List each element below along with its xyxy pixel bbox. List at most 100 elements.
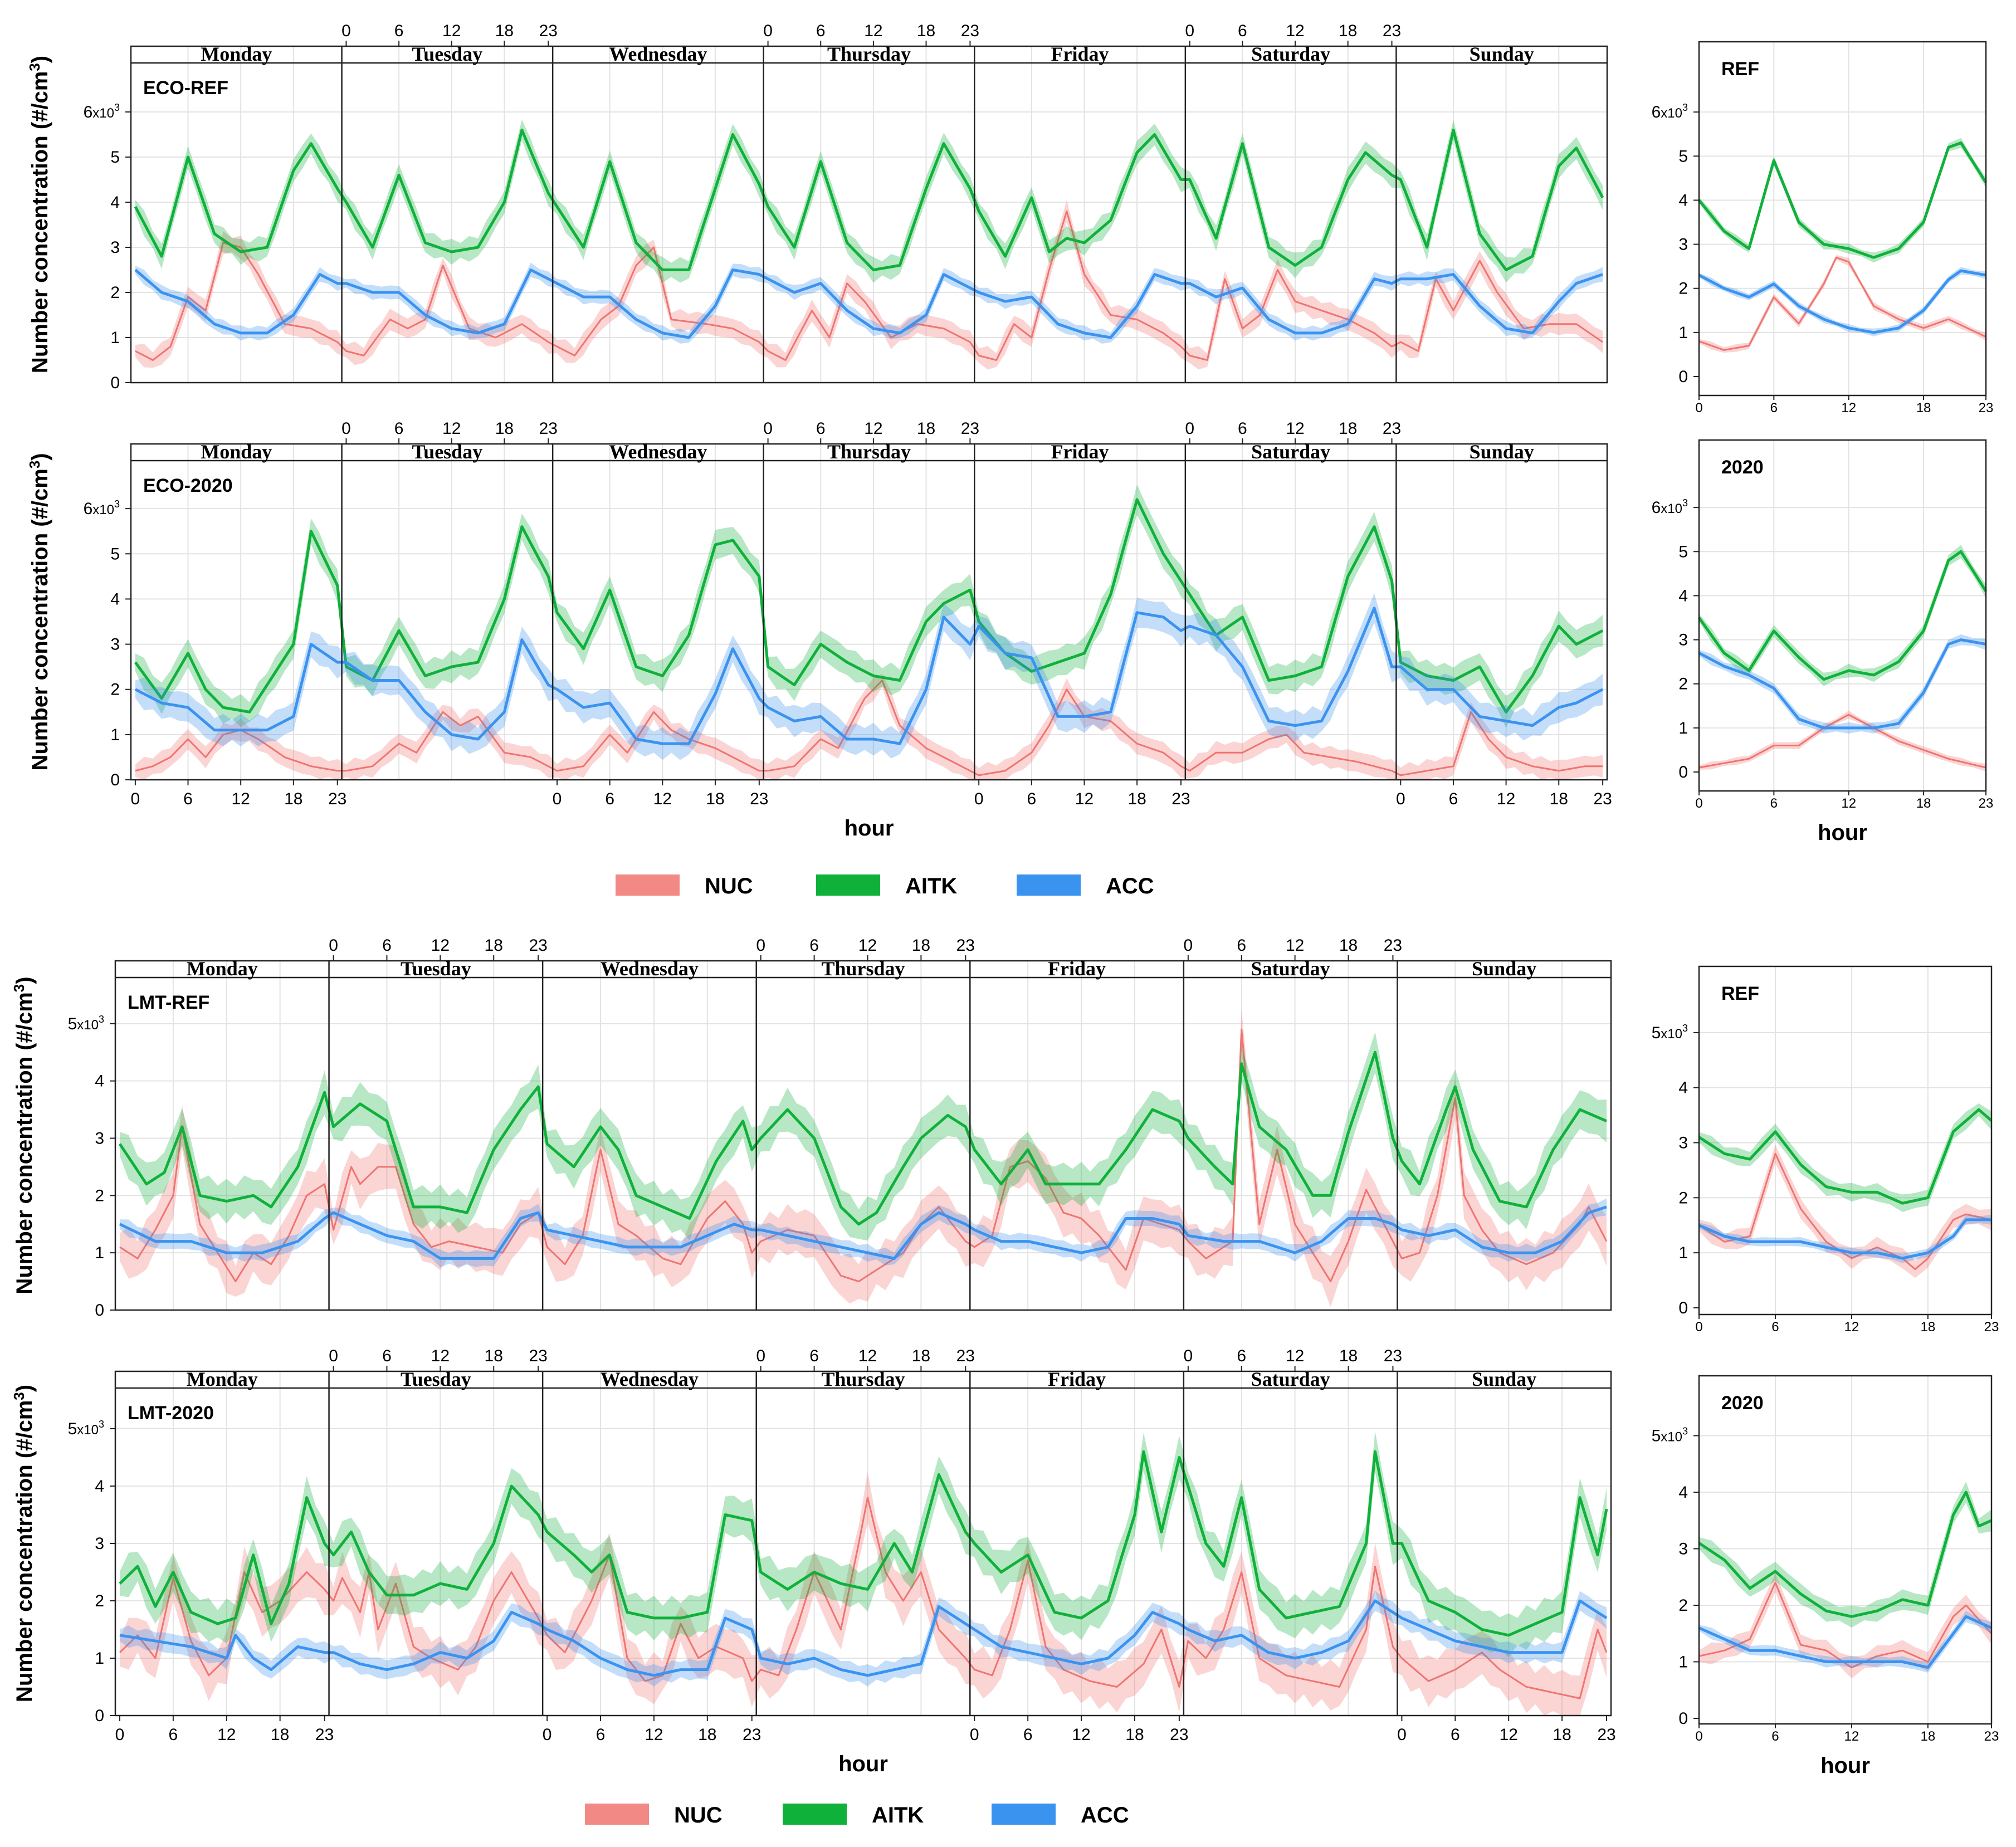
x-tick-label: 0 [1695, 1320, 1702, 1335]
band-acc [1699, 1214, 1991, 1263]
y-tick-label: 4 [110, 590, 120, 608]
x-tick-label: 6 [1771, 1320, 1779, 1335]
series-line-aitk [1698, 1108, 1993, 1205]
bottom-hour-tick-label: 0 [970, 1726, 979, 1744]
x-axis-label: hour [1818, 820, 1867, 845]
y-exponent-power: 3 [99, 1014, 104, 1025]
y-tick-label-top: 5x103 [1652, 1426, 1688, 1445]
bottom-hour-tick-label: 18 [698, 1726, 716, 1744]
bottom-hour-tick-label: 18 [1127, 790, 1146, 808]
y-tick-label: 3 [95, 1535, 104, 1553]
y-tick-label: 2 [1678, 675, 1688, 693]
y-exponent-power: 3 [1682, 102, 1688, 113]
series-line-nuc [1698, 1152, 1992, 1271]
plot-frame [130, 443, 1608, 781]
y-axis-label-sup: 3 [26, 461, 43, 468]
y-tick-label: 4 [1678, 191, 1688, 209]
y-axis-label-text: Number concentration (#/cm [12, 1400, 37, 1702]
y-tick-label: 4 [1678, 1483, 1688, 1502]
panel-title: 2020 [1721, 1392, 1764, 1414]
y-tick-label: 1 [1678, 1244, 1688, 1262]
bottom-hour-tick-label: 23 [1597, 1726, 1615, 1744]
y-exponent-power: 3 [114, 102, 120, 113]
day-label: Tuesday [401, 957, 471, 980]
top-hour-tick-label: 18 [1339, 419, 1357, 438]
band-acc [120, 1198, 1607, 1268]
series-group [134, 484, 1604, 780]
y-tick-label-top: 5x103 [68, 1014, 104, 1033]
top-hour-tick-label: 18 [1339, 936, 1358, 955]
top-hour-tick-label: 0 [756, 936, 765, 955]
legend-eco: NUC AITK ACC [616, 874, 1154, 898]
y-axis-label-close: ) [12, 1385, 37, 1392]
top-hour-tick-label: 6 [816, 22, 826, 40]
y-tick-label: 5 [110, 545, 120, 563]
y-tick-label: 4 [1678, 1079, 1688, 1097]
top-hour-tick-label: 6 [816, 419, 826, 438]
day-label: Wednesday [601, 1368, 699, 1390]
x-tick-label: 18 [1921, 1729, 1936, 1744]
x-axis-label: hour [838, 1752, 888, 1776]
x-tick-label: 23 [1984, 1320, 1999, 1335]
bottom-hour-tick-label: 6 [605, 790, 614, 808]
series-line-aitk [134, 128, 1604, 271]
plot-frame [1698, 439, 1987, 792]
y-top-value: 5 [68, 1420, 77, 1438]
top-hour-tick-label: 6 [382, 936, 392, 955]
grid [1699, 966, 1991, 1315]
legend-label-acc: ACC [1081, 1803, 1129, 1828]
y-tick-label: 4 [110, 193, 120, 212]
y-tick-label: 4 [1678, 587, 1688, 605]
legend-label-nuc: NUC [705, 874, 753, 898]
panel-eco-2020: Monday Tuesday Wednesday Thursday Friday Satu… [26, 419, 1612, 841]
y-top-value: 5 [1652, 1427, 1661, 1445]
top-hour-tick-label: 0 [1184, 936, 1193, 955]
top-hour-tick-label: 23 [956, 936, 975, 955]
y-tick-label: 0 [1678, 1709, 1688, 1728]
bottom-hour-tick-label: 6 [596, 1726, 606, 1744]
legend-label-aitk: AITK [905, 874, 957, 898]
x-tick-label: 6 [1771, 1729, 1779, 1744]
y-tick-label: 1 [1678, 1653, 1688, 1672]
y-tick-label: 3 [1678, 1540, 1688, 1558]
top-hour-tick-label: 12 [431, 936, 450, 955]
plot-frame [114, 960, 1612, 1311]
bottom-hour-tick-label: 6 [183, 790, 193, 808]
bottom-hour-tick-label: 12 [645, 1726, 663, 1744]
top-hour-tick-label: 18 [485, 936, 503, 955]
top-hour-tick-label: 6 [394, 419, 404, 438]
grid [131, 444, 1607, 780]
band-acc [1699, 1611, 1991, 1673]
top-hour-tick-label: 18 [1339, 22, 1357, 40]
legend-swatch-aitk [783, 1804, 847, 1825]
y-axis-label-close: ) [28, 56, 52, 63]
top-hour-tick-label: 23 [539, 419, 558, 438]
top-hour-tick-label: 12 [442, 22, 461, 40]
bottom-hour-tick-label: 0 [974, 790, 984, 808]
panel-eco-ref: Monday Tuesday Wednesday Thursday Friday Satu… [26, 22, 1608, 392]
top-hour-tick-label: 18 [912, 1347, 930, 1365]
y-tick-label: 2 [1678, 280, 1688, 298]
y-tick-label: 0 [95, 1707, 104, 1725]
y-axis-label-close: ) [28, 453, 52, 460]
bottom-hour-tick-label: 12 [653, 790, 672, 808]
bottom-hour-tick-label: 12 [1500, 1726, 1518, 1744]
y-tick-label: 5 [1678, 543, 1688, 561]
top-hour-tick-label: 0 [329, 1347, 338, 1365]
top-hour-tick-label: 23 [961, 419, 979, 438]
series-line-acc [119, 1599, 1608, 1677]
y-axis-label: Number concentration (#/cm3) [11, 976, 37, 1294]
top-hour-tick-label: 23 [539, 22, 558, 40]
grid [1699, 1376, 1991, 1724]
legend-swatch-nuc [616, 874, 680, 896]
series-line-nuc [1698, 256, 1986, 351]
y-tick-label: 2 [1678, 1189, 1688, 1207]
x-tick-label: 18 [1916, 796, 1931, 811]
x-tick-label: 12 [1844, 1320, 1859, 1335]
series-line-aitk [1698, 141, 1988, 259]
day-label: Thursday [827, 43, 911, 65]
